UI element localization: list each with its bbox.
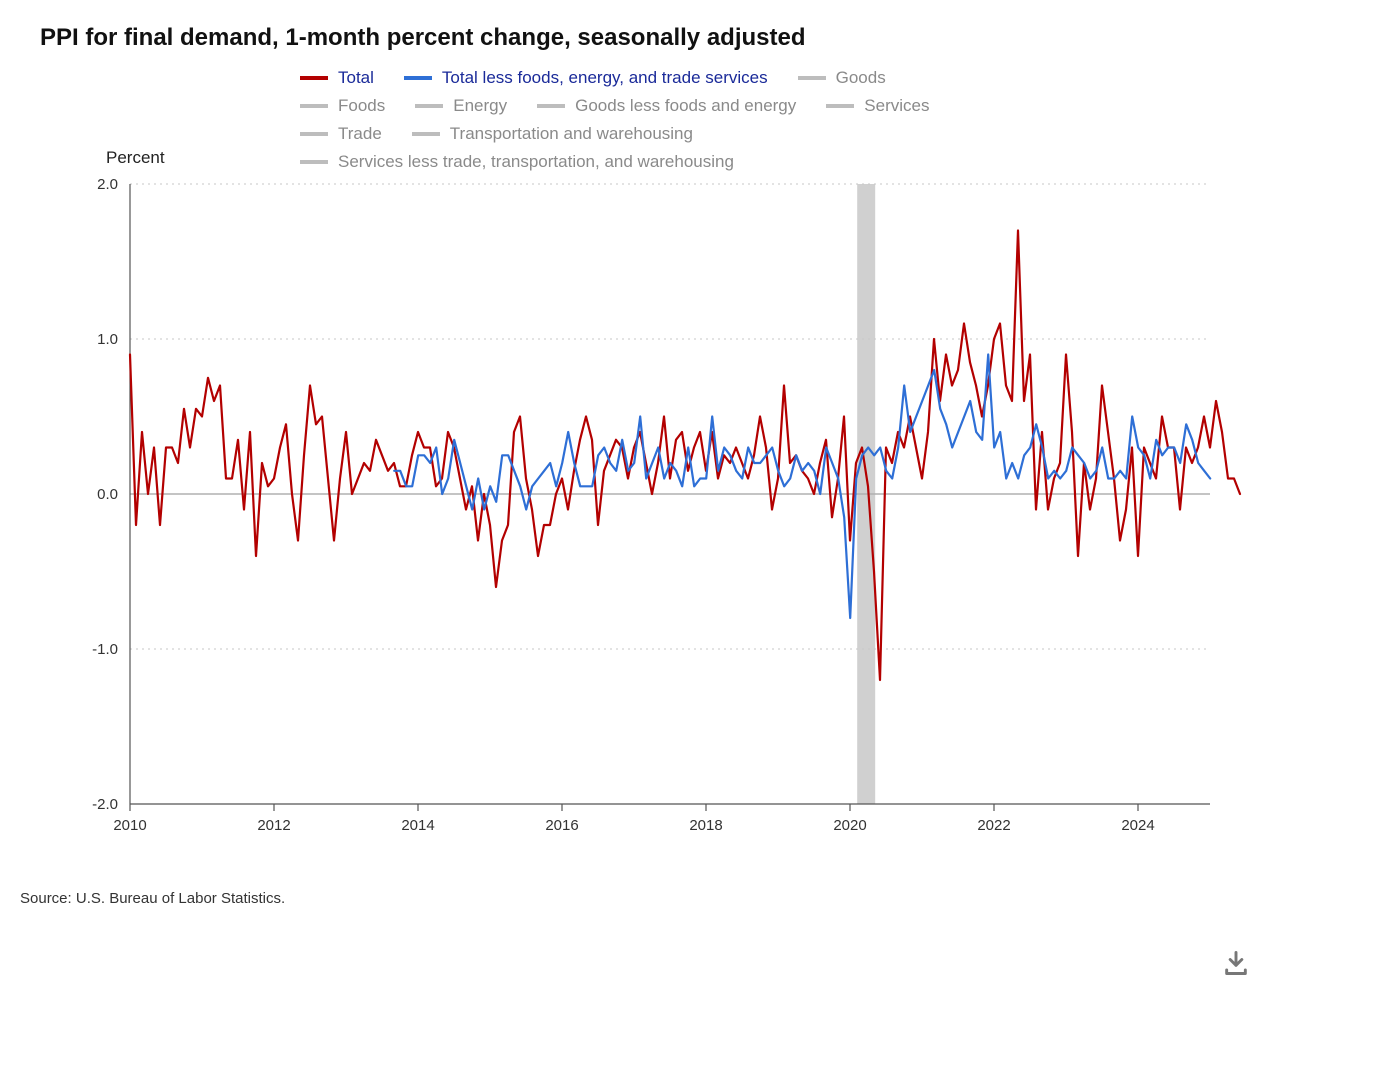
svg-text:2.0: 2.0 — [97, 176, 118, 193]
svg-text:1.0: 1.0 — [97, 331, 118, 348]
legend-swatch — [798, 76, 826, 80]
legend-swatch — [412, 132, 440, 136]
series-line-total — [130, 231, 1240, 681]
legend-item-foods[interactable]: Foods — [300, 92, 385, 120]
svg-text:2018: 2018 — [689, 817, 722, 834]
legend-label: Total less foods, energy, and trade serv… — [442, 64, 768, 92]
legend-swatch — [300, 160, 328, 164]
legend-label: Foods — [338, 92, 385, 120]
svg-text:2024: 2024 — [1121, 817, 1154, 834]
source-label: Source: U.S. Bureau of Labor Statistics. — [20, 890, 285, 907]
legend-label: Goods less foods and energy — [575, 92, 796, 120]
svg-text:0.0: 0.0 — [97, 486, 118, 503]
svg-text:2016: 2016 — [545, 817, 578, 834]
legend-swatch — [300, 76, 328, 80]
legend-item-core[interactable]: Total less foods, energy, and trade serv… — [404, 64, 768, 92]
legend-item-transport[interactable]: Transportation and warehousing — [412, 120, 693, 148]
legend-label: Energy — [453, 92, 507, 120]
legend-label: Total — [338, 64, 374, 92]
legend-item-goods_less[interactable]: Goods less foods and energy — [537, 92, 796, 120]
svg-text:2020: 2020 — [833, 817, 866, 834]
legend-swatch — [826, 104, 854, 108]
chart-legend: Total Total less foods, energy, and trade… — [300, 64, 1120, 176]
chart-svg: -2.0-1.00.01.02.020102012201420162018202… — [130, 184, 1210, 844]
legend-item-goods[interactable]: Goods — [798, 64, 886, 92]
download-icon[interactable] — [1222, 949, 1250, 982]
chart-title: PPI for final demand, 1-month percent ch… — [40, 24, 1360, 52]
svg-text:2014: 2014 — [401, 817, 434, 834]
legend-item-services_less[interactable]: Services less trade, transportation, and… — [300, 148, 734, 176]
legend-item-trade[interactable]: Trade — [300, 120, 382, 148]
legend-label: Transportation and warehousing — [450, 120, 693, 148]
chart-plot-area: -2.0-1.00.01.02.020102012201420162018202… — [130, 184, 1210, 804]
legend-label: Goods — [836, 64, 886, 92]
legend-label: Trade — [338, 120, 382, 148]
legend-swatch — [300, 132, 328, 136]
y-axis-label: Percent — [106, 148, 165, 168]
legend-swatch — [415, 104, 443, 108]
svg-text:-1.0: -1.0 — [92, 641, 118, 658]
legend-label: Services — [864, 92, 929, 120]
legend-swatch — [404, 76, 432, 80]
legend-item-total[interactable]: Total — [300, 64, 374, 92]
svg-text:-2.0: -2.0 — [92, 796, 118, 813]
legend-swatch — [537, 104, 565, 108]
legend-item-services[interactable]: Services — [826, 92, 929, 120]
legend-label: Services less trade, transportation, and… — [338, 148, 734, 176]
legend-swatch — [300, 104, 328, 108]
svg-text:2022: 2022 — [977, 817, 1010, 834]
svg-text:2010: 2010 — [113, 817, 146, 834]
legend-item-energy[interactable]: Energy — [415, 92, 507, 120]
svg-text:2012: 2012 — [257, 817, 290, 834]
